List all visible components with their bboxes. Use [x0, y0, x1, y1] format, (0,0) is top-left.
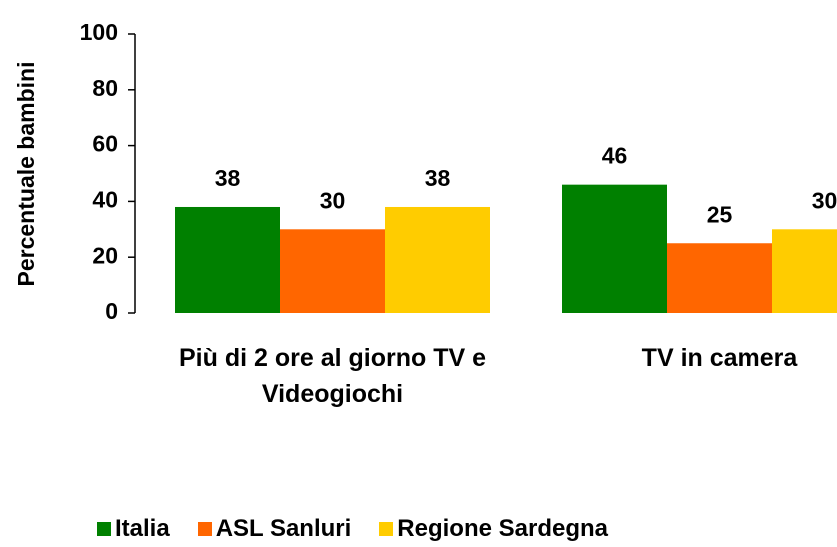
bar — [562, 184, 667, 313]
data-label: 30 — [320, 187, 346, 213]
data-label: 38 — [425, 165, 451, 191]
bar — [385, 206, 490, 313]
y-tick-label: 80 — [92, 75, 118, 101]
bar — [667, 243, 772, 313]
data-label: 46 — [602, 143, 628, 169]
y-axis-label: Percentuale bambini — [13, 62, 39, 287]
legend-label: Regione Sardegna — [397, 515, 609, 542]
legend-label: ASL Sanluri — [215, 515, 352, 542]
legend-swatch — [197, 522, 212, 536]
data-label: 30 — [812, 187, 837, 213]
data-label: 38 — [215, 165, 241, 191]
y-tick-label: 0 — [105, 298, 118, 324]
x-tick-label: Più di 2 ore al giorno TV e Videogiochi — [179, 344, 486, 408]
data-label: 25 — [707, 201, 733, 227]
bar — [280, 229, 385, 313]
legend-item: Italia — [97, 515, 170, 543]
y-tick-label: 40 — [92, 186, 118, 212]
bar — [175, 206, 280, 313]
y-tick-label: 20 — [92, 242, 118, 268]
y-tick-label: 60 — [92, 131, 118, 157]
legend-item: ASL Sanluri — [197, 515, 352, 543]
bar — [772, 229, 837, 313]
legend: Italia ASL Sanluri Regione Sardegna — [97, 515, 608, 543]
y-tick-label: 100 — [80, 19, 118, 45]
x-tick-label: TV in camera — [641, 344, 798, 372]
legend-label: Italia — [115, 515, 170, 542]
legend-swatch — [379, 522, 394, 536]
legend-swatch — [97, 522, 111, 536]
legend-item: Regione Sardegna — [379, 515, 608, 543]
